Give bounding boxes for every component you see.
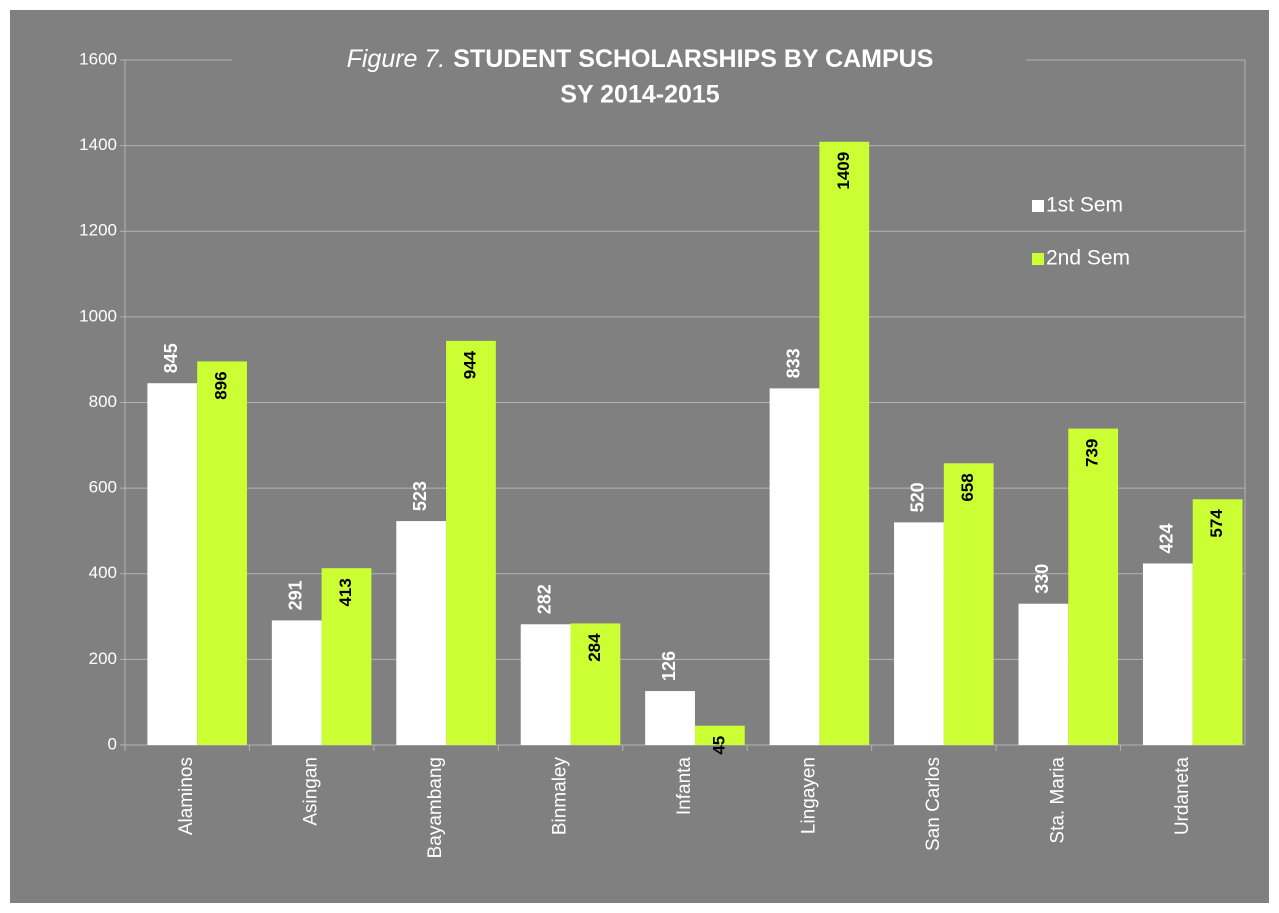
- x-tick-label: Binmaley: [550, 757, 571, 836]
- bar: [943, 463, 994, 745]
- x-tick-label: Infanta: [674, 757, 695, 816]
- x-tick-label: Urdaneta: [1172, 757, 1193, 836]
- data-label: 330: [1032, 564, 1052, 594]
- legend-label: 2nd Sem: [1046, 247, 1130, 270]
- data-label: 291: [285, 580, 305, 610]
- data-label: 845: [161, 343, 181, 373]
- data-label: 1409: [834, 152, 853, 190]
- bar: [396, 521, 447, 745]
- bar: [271, 620, 322, 745]
- bar: [197, 361, 247, 745]
- bar: [321, 568, 372, 745]
- title-mask: [232, 40, 1026, 80]
- data-label: 282: [534, 584, 554, 614]
- y-tick-label: 400: [89, 563, 117, 582]
- bar: [819, 141, 870, 746]
- bar: [645, 691, 695, 745]
- y-tick-label: 1400: [79, 135, 117, 154]
- data-label: 658: [958, 473, 977, 501]
- title-text: STUDENT SCHOLARSHIPS BY CAMPUS: [453, 45, 933, 73]
- bar: [1068, 428, 1119, 745]
- bar: [894, 522, 944, 745]
- x-tick-label: Asingan: [301, 757, 322, 826]
- data-label: 523: [410, 481, 430, 511]
- x-tick-label: San Carlos: [923, 757, 944, 851]
- bar: [570, 623, 621, 745]
- bar: [1018, 603, 1069, 745]
- data-label: 833: [783, 348, 803, 378]
- data-label: 45: [709, 736, 728, 755]
- data-label: 284: [585, 633, 604, 662]
- bar: [769, 388, 820, 745]
- data-label: 574: [1207, 509, 1226, 538]
- data-label: 896: [212, 371, 231, 399]
- data-label: 944: [460, 350, 479, 379]
- chart-subtitle: SY 2014-2015: [560, 81, 719, 109]
- x-tick-label: Sta. Maria: [1047, 757, 1068, 844]
- bar: [694, 725, 745, 745]
- y-tick-label: 200: [89, 649, 117, 668]
- bar: [520, 624, 571, 745]
- y-tick-label: 1200: [79, 221, 117, 240]
- y-tick-label: 600: [89, 478, 117, 497]
- bar: [147, 383, 198, 745]
- legend-label: 1st Sem: [1046, 194, 1123, 217]
- data-label: 739: [1083, 439, 1102, 467]
- y-tick-label: 0: [108, 734, 117, 753]
- x-tick-label: Bayambang: [425, 757, 446, 858]
- figure-label: Figure 7.: [347, 45, 446, 73]
- plot-area: 0 200 400 600 800 1000 1200 1400 1600 Alaminos 845…: [79, 49, 1246, 858]
- y-tick-label: 800: [89, 392, 117, 411]
- legend-swatch: [1032, 200, 1044, 212]
- x-tick-label: Lingayen: [798, 757, 819, 834]
- chart-title: Figure 7. STUDENT SCHOLARSHIPS BY CAMPUS: [347, 45, 934, 73]
- data-label: 520: [908, 482, 928, 512]
- data-label: 413: [336, 578, 355, 606]
- legend-swatch: [1032, 253, 1044, 265]
- data-label: 424: [1157, 523, 1177, 553]
- y-tick-label: 1600: [79, 49, 117, 68]
- y-tick-label: 1000: [79, 306, 117, 325]
- x-tick-label: Alaminos: [176, 757, 197, 835]
- bar: [446, 340, 496, 745]
- bar: [1142, 563, 1193, 745]
- data-label: 126: [659, 651, 679, 681]
- bar: [1192, 499, 1243, 745]
